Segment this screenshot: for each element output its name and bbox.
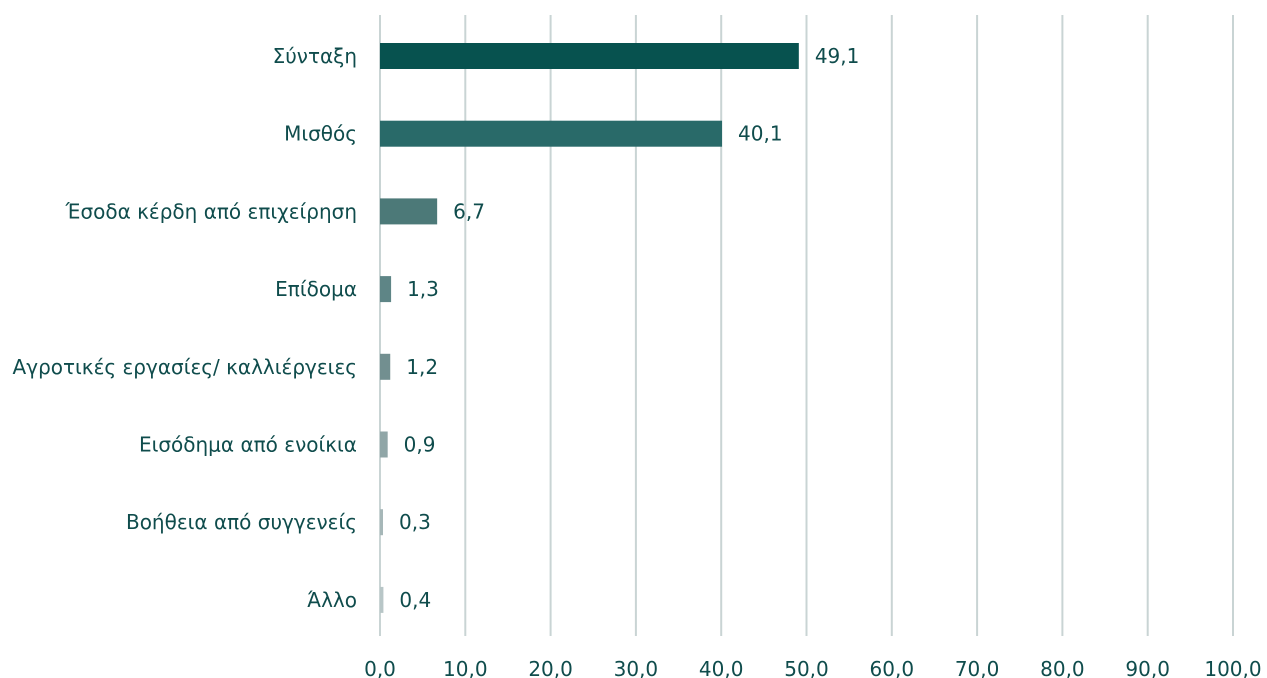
x-tick-label: 70,0 (955, 657, 1000, 678)
bar (380, 276, 392, 303)
category-label: Εισόδημα από ενοίκια (139, 433, 357, 457)
bar (380, 431, 388, 458)
category-label: Επίδομα (275, 277, 357, 301)
x-tick-label: 50,0 (784, 657, 829, 678)
data-label: 0,4 (399, 588, 431, 612)
x-tick-label: 80,0 (1040, 657, 1085, 678)
category-label: Σύνταξη (273, 44, 357, 68)
category-label: Μισθός (284, 122, 357, 146)
value-labels: 49,1 40,1 6,7 1,3 1,2 0,9 0,3 0,4 (399, 44, 859, 612)
x-tick-label: 90,0 (1125, 657, 1170, 678)
grid-lines (379, 15, 1234, 636)
bar (380, 586, 384, 613)
x-tick-label: 0,0 (364, 657, 396, 678)
x-tick-label: 60,0 (870, 657, 915, 678)
x-tick-label: 10,0 (443, 657, 488, 678)
data-label: 0,3 (399, 510, 431, 534)
bar (380, 198, 438, 225)
bar (380, 353, 391, 380)
x-tick-label: 30,0 (614, 657, 659, 678)
bar (380, 120, 723, 147)
x-tick-label: 20,0 (528, 657, 573, 678)
x-tick-label: 100,0 (1204, 657, 1261, 678)
data-label: 1,3 (407, 277, 439, 301)
category-label: Αγροτικές εργασίες/ καλλιέργειες (13, 355, 357, 379)
data-label: 49,1 (815, 44, 860, 68)
category-label: Βοήθεια από συγγενείς (126, 510, 357, 534)
data-label: 1,2 (406, 355, 438, 379)
category-label: Άλλο (307, 588, 357, 612)
category-label: Έσοδα κέρδη από επιχείρηση (65, 199, 357, 223)
bar (380, 509, 383, 536)
data-label: 40,1 (738, 122, 783, 146)
bar (380, 43, 799, 69)
category-labels: Σύνταξη Μισθός Έσοδα κέρδη από επιχείρηση Ε… (13, 44, 357, 612)
bars (380, 43, 799, 613)
data-label: 6,7 (453, 199, 485, 223)
x-tick-label: 40,0 (699, 657, 744, 678)
x-axis-tick-labels: 0,0 10,0 20,0 30,0 40,0 50,0 60,0 70,0 80,0 90,0 1… (364, 657, 1262, 678)
data-label: 0,9 (404, 433, 436, 457)
